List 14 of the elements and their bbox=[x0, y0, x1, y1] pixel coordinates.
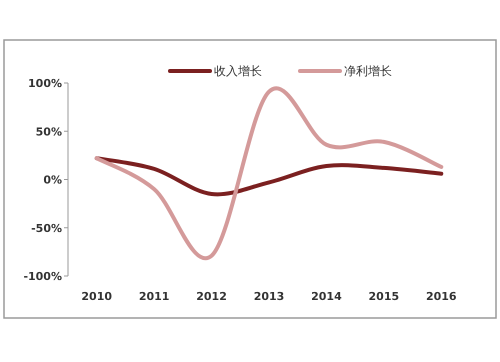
x-tick-label: 2012 bbox=[196, 290, 227, 303]
legend-label: 收入增长 bbox=[214, 64, 262, 78]
legend-label: 净利增长 bbox=[344, 64, 392, 78]
y-tick-label: 50% bbox=[36, 125, 62, 138]
x-tick-label: 2016 bbox=[426, 290, 457, 303]
x-tick-label: 2011 bbox=[138, 290, 170, 303]
x-tick-label: 2010 bbox=[81, 290, 112, 303]
y-tick-label: -50% bbox=[31, 222, 62, 235]
x-tick-label: 2013 bbox=[254, 290, 284, 303]
y-tick-label: -100% bbox=[23, 270, 62, 283]
x-tick-label: 2015 bbox=[368, 290, 400, 303]
y-tick-label: 100% bbox=[28, 77, 62, 90]
x-tick-label: 2014 bbox=[311, 290, 342, 303]
y-tick-label: 0% bbox=[43, 174, 62, 186]
